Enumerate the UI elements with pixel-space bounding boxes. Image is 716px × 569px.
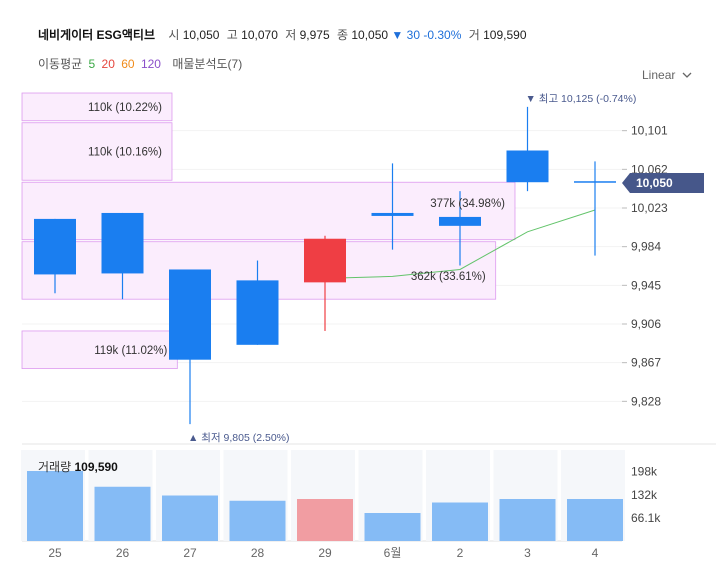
volume-bar bbox=[499, 499, 556, 541]
close-label: 종 bbox=[336, 28, 349, 42]
candle-body bbox=[371, 212, 414, 216]
volume-profile-band bbox=[21, 92, 173, 122]
candle-body bbox=[304, 238, 346, 283]
current-price-tag: 10,050 bbox=[622, 173, 704, 193]
volume-bar bbox=[364, 513, 421, 541]
volume-title: 거래량 109,590 bbox=[38, 458, 118, 475]
volume-profile-label: 119k (11.02%) bbox=[94, 345, 167, 357]
y-tick-label: 9,867 bbox=[631, 356, 661, 370]
x-tick-label: 29 bbox=[318, 546, 332, 560]
x-tick-label: 26 bbox=[116, 546, 130, 560]
volume-label: 거 bbox=[468, 28, 480, 42]
candle-body bbox=[101, 212, 144, 274]
volume-tick-label: 198k bbox=[631, 465, 658, 479]
y-tick-label: 9,984 bbox=[631, 240, 661, 254]
candle-body bbox=[574, 181, 616, 183]
ma-60: 60 bbox=[121, 57, 135, 71]
x-tick-label: 27 bbox=[183, 546, 197, 560]
candle-body bbox=[506, 150, 549, 183]
indicator-legend[interactable]: 이동평균 5 20 60 120 매물분석도(7) bbox=[38, 55, 245, 72]
volume-title-value: 109,590 bbox=[74, 460, 118, 474]
ma-120: 120 bbox=[140, 57, 161, 71]
volume-profile-band bbox=[21, 122, 173, 181]
y-tick-label: 10,062 bbox=[631, 162, 668, 176]
volume-profile-label: 377k (34.98%) bbox=[430, 198, 505, 210]
y-tick-label: 9,828 bbox=[631, 394, 661, 408]
x-tick-label: 6월 bbox=[384, 546, 402, 560]
volume-bar bbox=[432, 502, 488, 541]
close-value: 10,050 bbox=[351, 28, 389, 42]
scale-label: Linear bbox=[642, 68, 676, 82]
volume-profile-label: 매물분석도(7) bbox=[172, 57, 243, 71]
max-annotation: ▼ 최고 10,125 (-0.74%) bbox=[526, 93, 637, 105]
volume-profile-band bbox=[21, 330, 178, 370]
open-value: 10,050 bbox=[182, 28, 220, 42]
min-annotation: ▲ 최저 9,805 (2.50%) bbox=[188, 432, 290, 444]
change-percent: -0.30% bbox=[423, 28, 462, 42]
volume-tick-label: 132k bbox=[631, 488, 658, 502]
volume-profile-label: 110k (10.16%) bbox=[88, 146, 162, 158]
change-value: 30 bbox=[406, 28, 421, 42]
y-tick-label: 10,101 bbox=[631, 124, 668, 138]
candle-body bbox=[34, 218, 76, 275]
x-tick-label: 4 bbox=[592, 546, 599, 560]
candle-body bbox=[169, 269, 211, 360]
ma-20: 20 bbox=[101, 57, 115, 71]
volume-profile-band bbox=[21, 181, 516, 241]
stock-name: 네비게이터 ESG액티브 bbox=[38, 28, 155, 42]
high-label: 고 bbox=[226, 28, 238, 42]
open-label: 시 bbox=[168, 28, 180, 42]
stock-header: 네비게이터 ESG액티브 시 10,050 고 10,070 저 9,975 종… bbox=[38, 26, 527, 43]
volume-bar bbox=[567, 499, 623, 541]
y-tick-label: 9,906 bbox=[631, 317, 661, 331]
candle-body bbox=[439, 216, 481, 226]
ma-label: 이동평균 bbox=[38, 57, 83, 71]
volume-bar bbox=[297, 499, 353, 541]
x-tick-label: 2 bbox=[457, 546, 464, 560]
x-tick-label: 3 bbox=[524, 546, 531, 560]
volume-value: 109,590 bbox=[483, 28, 527, 42]
chevron-down-icon bbox=[679, 68, 692, 82]
scale-toggle-button[interactable]: Linear bbox=[642, 68, 692, 82]
volume-tick-label: 66.1k bbox=[631, 511, 661, 525]
candle-body bbox=[236, 280, 279, 345]
x-tick-label: 25 bbox=[48, 546, 62, 560]
volume-title-label: 거래량 bbox=[38, 460, 72, 474]
x-tick-label: 28 bbox=[251, 546, 265, 560]
y-tick-label: 9,945 bbox=[631, 278, 661, 292]
volume-bar bbox=[27, 471, 83, 541]
volume-bar bbox=[94, 486, 151, 541]
high-value: 10,070 bbox=[241, 28, 278, 42]
volume-profile-label: 362k (33.61%) bbox=[411, 271, 486, 283]
low-value: 9,975 bbox=[299, 28, 330, 42]
volume-bar bbox=[162, 495, 218, 541]
volume-bar bbox=[229, 500, 286, 541]
change-down-icon: ▼ bbox=[391, 28, 404, 42]
volume-profile-label: 110k (10.22%) bbox=[88, 102, 162, 114]
ma-5: 5 bbox=[88, 57, 96, 71]
ma5-line bbox=[324, 209, 596, 279]
low-label: 저 bbox=[285, 28, 297, 42]
y-tick-label: 10,023 bbox=[631, 201, 668, 215]
